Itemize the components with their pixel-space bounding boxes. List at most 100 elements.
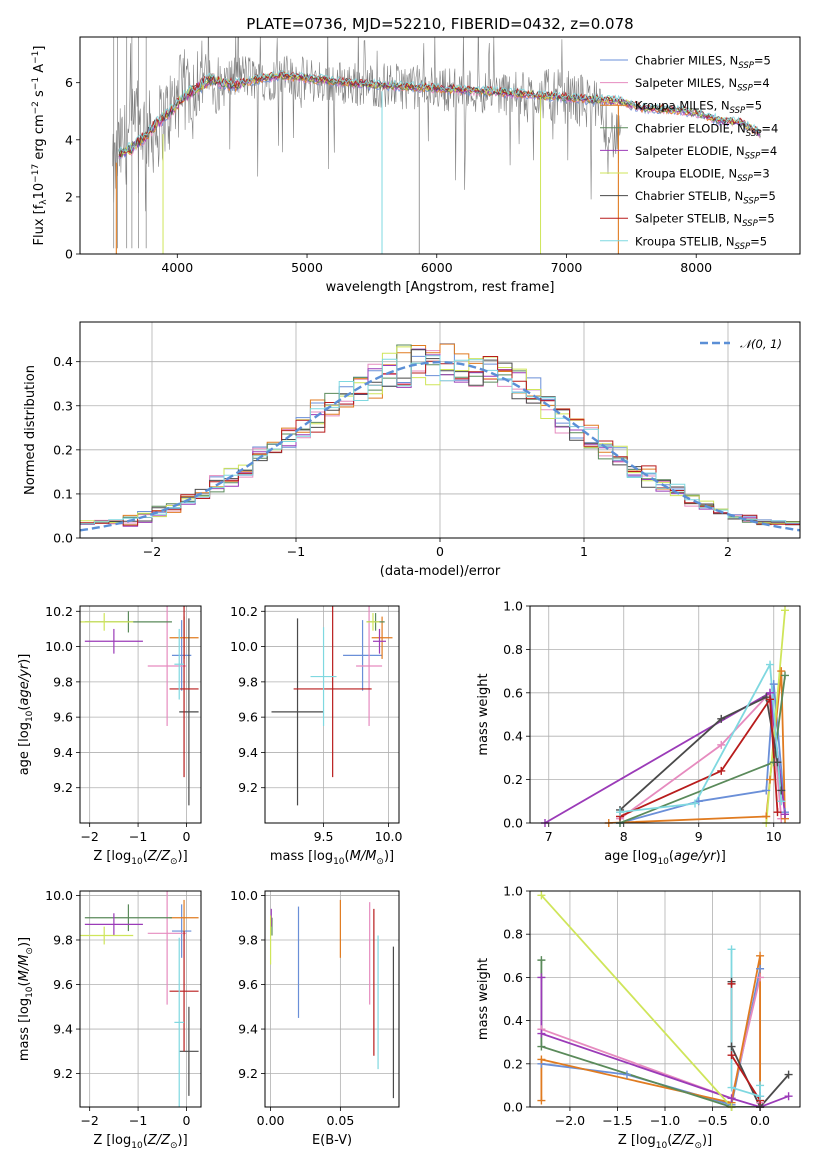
label-part: ⊙ <box>376 857 384 867</box>
x-axis-label: wavelength [Angstrom, rest frame] <box>326 280 555 295</box>
weight-marker <box>537 956 546 965</box>
label-part: Z [log <box>618 1133 656 1148</box>
y-axis-label: age [log10(age/yr)] <box>17 654 35 776</box>
weight-marker <box>717 714 726 723</box>
label-part: )] <box>178 849 188 864</box>
weight-marker <box>727 945 736 954</box>
legend-label: Chabrier STELIB, NSSP=5 <box>635 189 776 207</box>
y-axis-label: mass [log10(M/M⊙)] <box>17 937 35 1061</box>
y-axis-label: mass weight <box>476 958 491 1040</box>
legend-label: Chabrier ELODIE, NSSP=4 <box>635 121 778 139</box>
weight-marker <box>537 973 546 982</box>
label-part: 10 <box>32 183 47 200</box>
label-part: =5 <box>750 234 767 248</box>
axes-frame <box>79 605 202 824</box>
weight-line <box>730 949 761 1098</box>
label-part: SSP <box>737 174 753 184</box>
weight-line <box>619 661 783 813</box>
label-part: mass [log <box>17 998 32 1061</box>
axes-frame <box>529 890 801 1108</box>
weight-marker <box>616 808 624 817</box>
x-tick-label: −1 <box>129 1113 147 1128</box>
plot-area <box>530 606 800 823</box>
label-part: )] <box>178 1133 188 1148</box>
label-part: =4 <box>760 144 777 158</box>
weight-marker <box>766 660 774 669</box>
model-spectrum <box>118 70 761 157</box>
y-tick-label: 0.4 <box>503 1013 523 1028</box>
y-tick-label: 9.8 <box>53 932 73 947</box>
weight-marker <box>756 1081 765 1090</box>
y-tick-label: 9.2 <box>53 1066 73 1081</box>
legend-label: Salpeter STELIB, NSSP=5 <box>635 212 775 230</box>
axes-frame <box>79 890 202 1108</box>
x-tick-label: 7000 <box>551 260 583 275</box>
weight-marker <box>727 1094 736 1103</box>
y-tick-label: 10.0 <box>230 888 258 903</box>
y-tick-label: 9.4 <box>238 745 258 760</box>
x-axis-label: mass [log10(M/M⊙)] <box>270 849 394 867</box>
weight-marker <box>756 964 765 973</box>
plot-area <box>265 606 399 823</box>
weight-marker <box>781 810 789 819</box>
weight-marker <box>784 1070 793 1079</box>
y-tick-label: 0.2 <box>53 442 73 457</box>
x-tick-label: 7 <box>545 829 553 844</box>
label-part: Flux [f <box>32 204 47 245</box>
y-tick-label: 9.2 <box>238 1066 258 1081</box>
model-spectrum <box>118 69 761 153</box>
label-part: M/M <box>350 849 377 864</box>
x-tick-label: 9.5 <box>314 829 334 844</box>
plot-area <box>80 322 800 538</box>
x-tick-label: 10.0 <box>375 829 403 844</box>
y-tick-label: 0.0 <box>53 531 73 546</box>
x-axis-label: (data-model)/error <box>380 564 501 579</box>
y-tick-label: 2 <box>65 189 73 204</box>
legend-label: Chabrier MILES, NSSP=5 <box>635 54 771 72</box>
x-axis-label: Z [log10(Z/Z⊙)] <box>93 1133 187 1151</box>
y-tick-label: 9.6 <box>53 977 73 992</box>
y-axis-label: mass weight <box>476 673 491 755</box>
label-part: 10 <box>333 857 345 867</box>
y-tick-label: 10.0 <box>45 639 73 654</box>
y-tick-label: 9.8 <box>53 674 73 689</box>
x-tick-label: 1 <box>580 544 588 559</box>
x-tick-label: 0.05 <box>326 1113 354 1128</box>
label-part: Z/Z <box>147 849 171 864</box>
y-axis-label: Flux [fλ10−17 erg cm−2 s−1 A−1] <box>31 46 49 246</box>
y-tick-label: 0.1 <box>53 486 73 501</box>
x-tick-label: 0.0 <box>750 1113 770 1128</box>
y-tick-label: 9.2 <box>53 780 73 795</box>
x-tick-label: 6000 <box>421 260 453 275</box>
figure-title: PLATE=0736, MJD=52210, FIBERID=0432, z=0… <box>246 15 633 33</box>
label-part: =5 <box>758 212 775 226</box>
label-part: 10 <box>131 1141 143 1151</box>
weight-marker <box>537 1055 546 1064</box>
y-tick-label: 0.6 <box>503 970 523 985</box>
label-part: Kroupa MILES, N <box>635 99 730 113</box>
panel-residuals: −2 −1 0 1 2 0.0 0.1 0.2 0.3 0.4 𝒩(0, 1) (data-model… <box>23 321 801 579</box>
label-part: =5 <box>745 99 762 113</box>
label-part: 10 <box>657 857 669 867</box>
y-tick-label: 9.6 <box>238 977 258 992</box>
x-tick-label: 2 <box>724 544 732 559</box>
label-part: 10 <box>656 1141 668 1151</box>
legend-label: Salpeter ELODIE, NSSP=4 <box>635 144 777 162</box>
label-part: ⊙ <box>25 947 35 955</box>
weight-marker <box>537 1096 546 1105</box>
label-part: Salpeter MILES, N <box>635 76 737 90</box>
y-tick-label: 0.4 <box>503 729 523 744</box>
panel-massweight-vs-Z: −2.0 −1.5 −1.0 −0.5 0.0 0.0 0.2 0.4 0.6 0.8 1.0 Z [… <box>476 884 801 1151</box>
label-part: )] <box>17 937 32 947</box>
weight-marker <box>762 786 771 795</box>
weight-marker <box>727 1083 736 1092</box>
label-part: ⊙ <box>694 1141 702 1151</box>
label-part: =4 <box>753 76 770 90</box>
label-part: SSP <box>730 106 746 116</box>
y-tick-label: 10.0 <box>45 888 73 903</box>
x-tick-label: 8 <box>620 829 628 844</box>
weight-marker <box>727 979 736 988</box>
label-part: =4 <box>761 121 778 135</box>
label-part: Kroupa STELIB, N <box>635 234 735 248</box>
